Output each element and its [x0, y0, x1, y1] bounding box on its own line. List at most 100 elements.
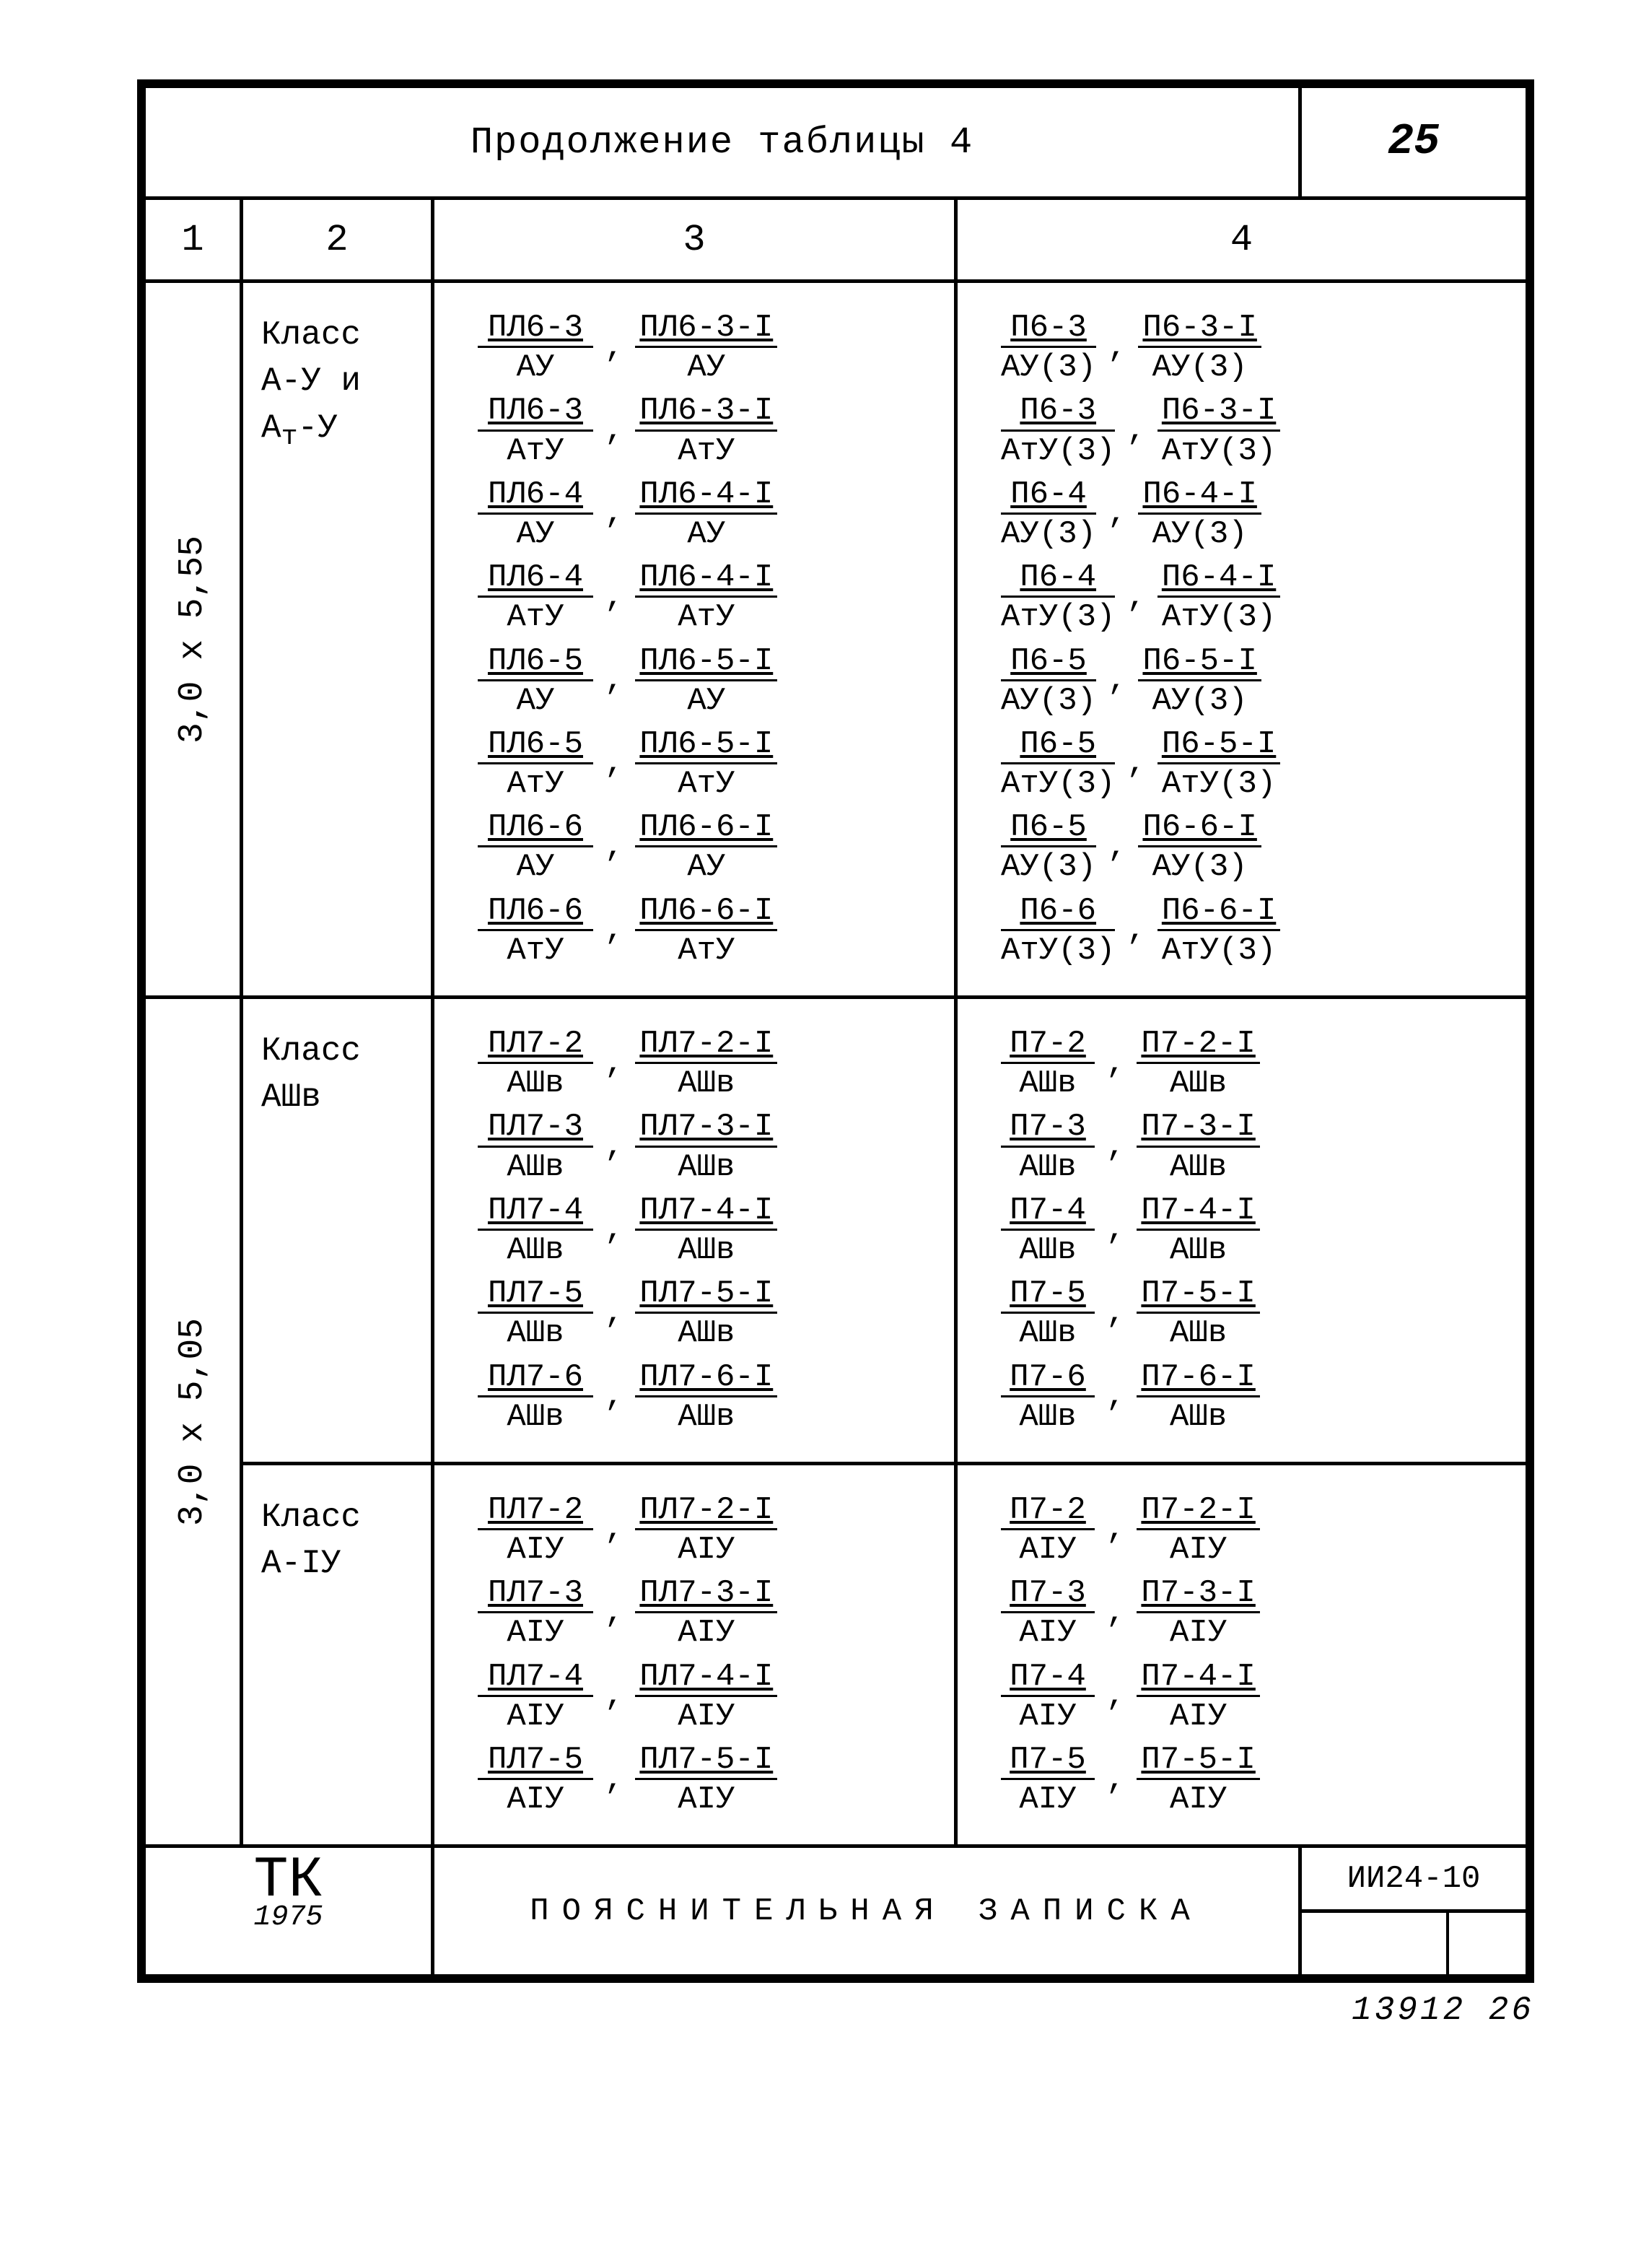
- fraction-pair: П6-5АтУ(3),П6-5-IАтУ(3): [1001, 728, 1504, 801]
- row1-col3: ПЛ6-3АУ,ПЛ6-3-IАУПЛ6-3АтУ,ПЛ6-3-IАтУПЛ6-…: [433, 282, 956, 998]
- fraction: ПЛ7-5-IАШв: [635, 1277, 777, 1350]
- fraction: П7-5-IАIУ: [1137, 1743, 1259, 1816]
- fraction-pair: ПЛ7-3АШв,ПЛ7-3-IАШв: [478, 1110, 932, 1183]
- fraction-pair: П6-5АУ(3),П6-6-IАУ(3): [1001, 811, 1504, 884]
- col-head-3: 3: [433, 199, 956, 282]
- fraction-pair: ПЛ7-2АIУ,ПЛ7-2-IАIУ: [478, 1493, 932, 1566]
- fraction: ПЛ7-4-IАIУ: [635, 1660, 777, 1733]
- fraction: П6-4-IАУ(3): [1138, 478, 1261, 551]
- fraction: ПЛ6-3-IАтУ: [635, 394, 777, 467]
- fraction: ПЛ7-5-IАIУ: [635, 1743, 777, 1816]
- fraction-pair: ПЛ6-5АУ,ПЛ6-5-IАУ: [478, 645, 932, 718]
- fraction: ПЛ6-3-IАУ: [635, 311, 777, 384]
- row2a-class-label: КлассАШв: [242, 998, 433, 1464]
- fraction: П7-2АШв: [1001, 1027, 1095, 1100]
- fraction: ПЛ7-5АШв: [478, 1277, 593, 1350]
- fraction-pair: П6-5АУ(3),П6-5-IАУ(3): [1001, 645, 1504, 718]
- fraction: П6-5-IАУ(3): [1138, 645, 1261, 718]
- fraction: П7-4АШв: [1001, 1194, 1095, 1267]
- fraction: ПЛ6-4АУ: [478, 478, 593, 551]
- fraction: П7-2-IАШв: [1137, 1027, 1259, 1100]
- row1-col4: П6-3АУ(3),П6-3-IАУ(3)П6-3АтУ(3),П6-3-IАт…: [956, 282, 1528, 998]
- fraction: ПЛ7-4АIУ: [478, 1660, 593, 1733]
- footer-code: ИИ24-10: [1300, 1846, 1528, 1911]
- fraction-pair: П7-3АШв,П7-3-IАШв: [1001, 1110, 1504, 1183]
- fraction: ПЛ7-2АIУ: [478, 1493, 593, 1566]
- fraction: ПЛ6-5-IАУ: [635, 645, 777, 718]
- fraction: П6-3АтУ(3): [1001, 394, 1115, 467]
- col-head-2: 2: [242, 199, 433, 282]
- fraction-pair: ПЛ7-5АIУ,ПЛ7-5-IАIУ: [478, 1743, 932, 1816]
- fraction-pair: П7-2АШв,П7-2-IАШв: [1001, 1027, 1504, 1100]
- fraction: П6-4АУ(3): [1001, 478, 1096, 551]
- fraction: П6-3АУ(3): [1001, 311, 1096, 384]
- fraction: ПЛ6-5АУ: [478, 645, 593, 718]
- row-group-2a: 3,0 х 5,05 КлассАШв ПЛ7-2АШв,ПЛ7-2-IАШвП…: [144, 998, 1528, 1464]
- fraction: П6-6АтУ(3): [1001, 894, 1115, 967]
- fraction-pair: ПЛ6-4АтУ,ПЛ6-4-IАтУ: [478, 561, 932, 634]
- fraction: ПЛ7-6АШв: [478, 1361, 593, 1434]
- fraction: ПЛ6-6АтУ: [478, 894, 593, 967]
- fraction-pair: П7-5АIУ,П7-5-IАIУ: [1001, 1743, 1504, 1816]
- below-page-numbers: 13912 26: [137, 1992, 1556, 2029]
- fraction: П7-5АIУ: [1001, 1743, 1095, 1816]
- col-head-4: 4: [956, 199, 1528, 282]
- fraction: ПЛ6-6-IАУ: [635, 811, 777, 884]
- row1-vertical-label: 3,0 х 5,55: [144, 282, 242, 998]
- row2b-class-label: КлассА-IУ: [242, 1463, 433, 1846]
- fraction-pair: П7-4АШв,П7-4-IАШв: [1001, 1194, 1504, 1267]
- fraction: П6-3-IАтУ(3): [1157, 394, 1280, 467]
- fraction: ПЛ7-2-IАIУ: [635, 1493, 777, 1566]
- col-head-1: 1: [144, 199, 242, 282]
- fraction: П6-5АУ(3): [1001, 811, 1096, 884]
- footer-blank: [1300, 1911, 1528, 1976]
- fraction: П6-4-IАтУ(3): [1157, 561, 1280, 634]
- fraction: ПЛ6-3АтУ: [478, 394, 593, 467]
- fraction: П7-5-IАШв: [1137, 1277, 1259, 1350]
- tk-year: 1975: [146, 1904, 431, 1932]
- title-row: Продолжение таблицы 4 25: [144, 87, 1528, 199]
- fraction: П6-6-IАтУ(3): [1157, 894, 1280, 967]
- fraction-pair: ПЛ6-3АУ,ПЛ6-3-IАУ: [478, 311, 932, 384]
- row2b-col3: ПЛ7-2АIУ,ПЛ7-2-IАIУПЛ7-3АIУ,ПЛ7-3-IАIУПЛ…: [433, 1463, 956, 1846]
- row2a-col3: ПЛ7-2АШв,ПЛ7-2-IАШв ПЛ7-3АШв,ПЛ7-3-IАШв ПЛ…: [433, 998, 956, 1464]
- fraction-pair: П7-3АIУ,П7-3-IАIУ: [1001, 1576, 1504, 1649]
- fraction: П7-3АШв: [1001, 1110, 1095, 1183]
- fraction-pair: ПЛ7-4АШв,ПЛ7-4-IАШв: [478, 1194, 932, 1267]
- row2-vertical-label: 3,0 х 5,05: [144, 998, 242, 1846]
- fraction-pair: ПЛ7-3АIУ,ПЛ7-3-IАIУ: [478, 1576, 932, 1649]
- fraction: П6-5АУ(3): [1001, 645, 1096, 718]
- fraction: П7-5АШв: [1001, 1277, 1095, 1350]
- fraction-pair: П6-4АтУ(3),П6-4-IАтУ(3): [1001, 561, 1504, 634]
- fraction: ПЛ6-6АУ: [478, 811, 593, 884]
- fraction: П7-4-IАШв: [1137, 1194, 1259, 1267]
- fraction-pair: П6-3АУ(3),П6-3-IАУ(3): [1001, 311, 1504, 384]
- table-title: Продолжение таблицы 4: [144, 87, 1300, 199]
- fraction: П7-4-IАIУ: [1137, 1660, 1259, 1733]
- fraction: П6-3-IАУ(3): [1138, 311, 1261, 384]
- fraction: П6-5АтУ(3): [1001, 728, 1115, 801]
- fraction-pair: ПЛ6-6АтУ,ПЛ6-6-IАтУ: [478, 894, 932, 967]
- main-table: Продолжение таблицы 4 25 1 2 3 4 3,0 х 5…: [142, 84, 1529, 1978]
- fraction: П7-6-IАШв: [1137, 1361, 1259, 1434]
- fraction: ПЛ7-3АIУ: [478, 1576, 593, 1649]
- fraction: ПЛ7-5АIУ: [478, 1743, 593, 1816]
- row1-class-label: КлассА-У иАт-У: [242, 282, 433, 998]
- row2a-col4: П7-2АШв,П7-2-IАШв П7-3АШв,П7-3-IАШв П7-4АШ…: [956, 998, 1528, 1464]
- fraction-pair: П6-6АтУ(3),П6-6-IАтУ(3): [1001, 894, 1504, 967]
- fraction-pair: П7-6АШв,П7-6-IАШв: [1001, 1361, 1504, 1434]
- page-number: 25: [1300, 87, 1528, 199]
- fraction: П7-3-IАIУ: [1137, 1576, 1259, 1649]
- row-group-2b: КлассА-IУ ПЛ7-2АIУ,ПЛ7-2-IАIУ ПЛ7-3АIУ,ПЛ…: [144, 1463, 1528, 1846]
- fraction-pair: ПЛ7-2АШв,ПЛ7-2-IАШв: [478, 1027, 932, 1100]
- fraction-pair: ПЛ7-4АIУ,ПЛ7-4-IАIУ: [478, 1660, 932, 1733]
- fraction-pair: ПЛ6-5АтУ,ПЛ6-5-IАтУ: [478, 728, 932, 801]
- column-header-row: 1 2 3 4: [144, 199, 1528, 282]
- footer-title: ПОЯСНИТЕЛЬНАЯ ЗАПИСКА: [433, 1846, 1300, 1976]
- fraction: П7-2-IАIУ: [1137, 1493, 1259, 1566]
- fraction: П7-3АIУ: [1001, 1576, 1095, 1649]
- fraction: ПЛ7-2АШв: [478, 1027, 593, 1100]
- fraction-pair: П7-2АIУ,П7-2-IАIУ: [1001, 1493, 1504, 1566]
- tk-cell: ТК 1975: [144, 1846, 433, 1976]
- fraction: П7-2АIУ: [1001, 1493, 1095, 1566]
